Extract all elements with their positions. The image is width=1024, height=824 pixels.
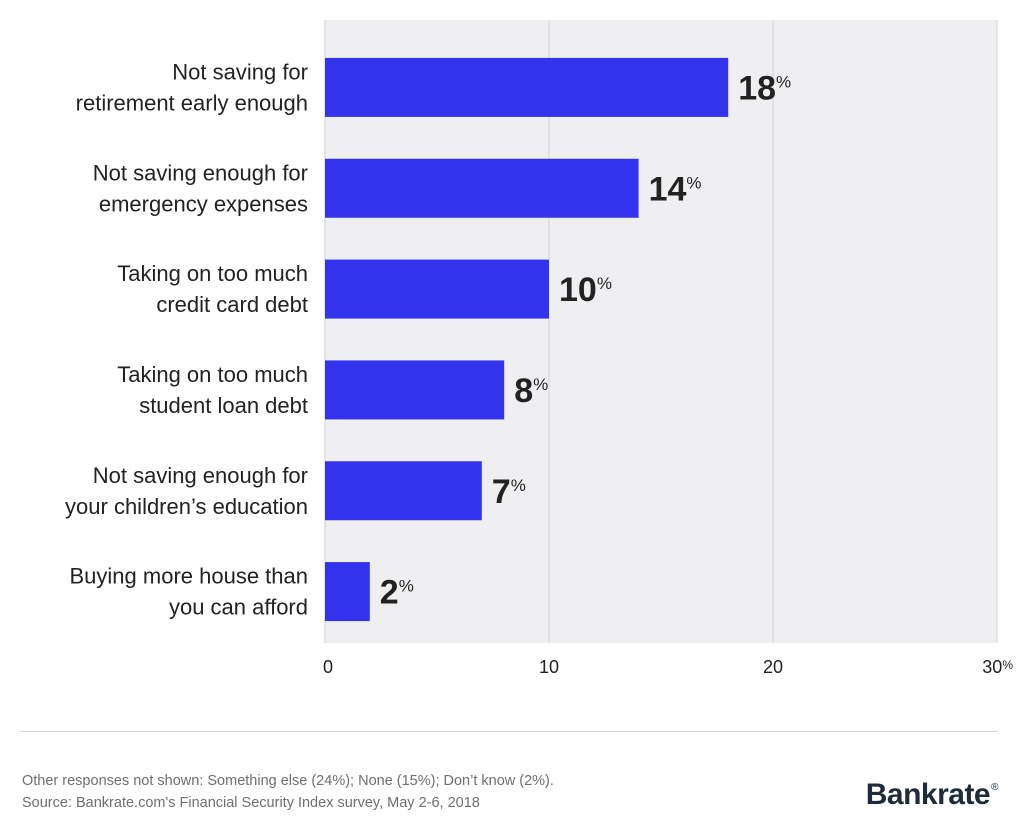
footnote: Other responses not shown: Something els… (22, 770, 554, 814)
bar (325, 158, 639, 218)
category-label: Taking on too much student loan debt (117, 362, 308, 418)
bar (325, 461, 482, 521)
bar (325, 360, 505, 420)
data-label: 2% (380, 574, 414, 612)
x-tick-label: 30% (982, 657, 1013, 677)
bankrate-logo: Bankrate® (865, 778, 999, 812)
bar (325, 562, 370, 622)
category-label: Not saving for retirement early enough (76, 59, 308, 115)
category-label: Not saving enough for emergency expenses (93, 160, 308, 216)
bar (325, 259, 549, 319)
registered-mark: ® (991, 782, 998, 793)
plot-area (325, 20, 997, 643)
footer-divider (20, 731, 998, 732)
bar-chart: 0 10 20 30% 18% Not saving for retirement earl… (65, 20, 1013, 677)
category-label: Buying more house than you can afford (70, 564, 309, 620)
footnote-source: Source: Bankrate.com's Financial Securit… (22, 795, 480, 811)
x-tick-label: 10 (539, 657, 559, 677)
data-label: 18% (738, 69, 791, 107)
category-label: Not saving enough for your children’s edu… (65, 463, 308, 519)
data-label: 14% (649, 170, 702, 208)
bar (325, 57, 729, 117)
footnote-other-responses: Other responses not shown: Something els… (22, 773, 554, 789)
data-label: 7% (492, 473, 526, 511)
x-tick-label: 20 (763, 657, 783, 677)
category-label: Taking on too much credit card debt (117, 261, 308, 317)
x-tick-label: 0 (323, 657, 333, 677)
data-label: 8% (514, 372, 548, 410)
data-label: 10% (559, 271, 612, 309)
brand-name: Bankrate (865, 778, 991, 811)
